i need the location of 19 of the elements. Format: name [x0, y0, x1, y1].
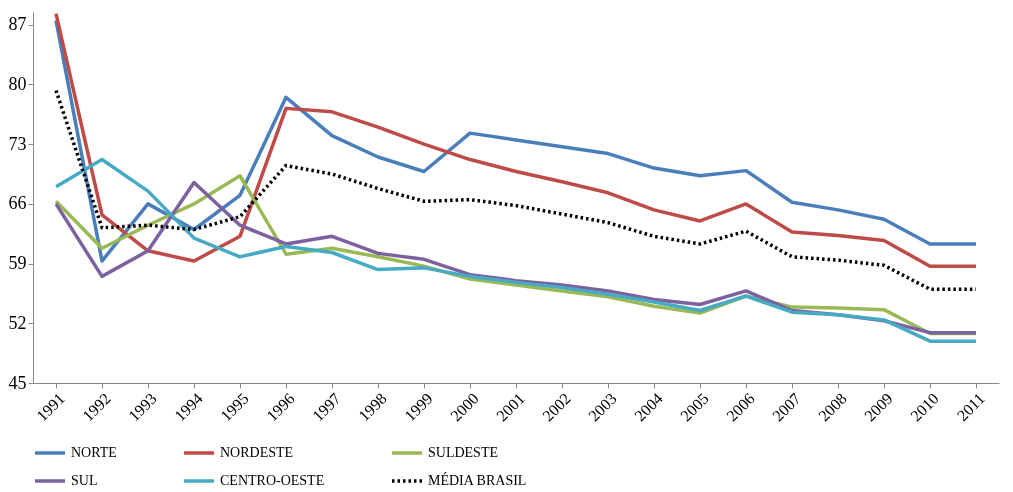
line-series: [54, 88, 978, 291]
x-tick-label: 1991: [33, 389, 68, 425]
y-tick-label: 52: [8, 312, 27, 333]
y-tick-label: 73: [8, 133, 27, 154]
legend-label: CENTRO-OESTE: [220, 473, 325, 488]
legend-label: NORTE: [71, 445, 117, 460]
y-tick-label: 45: [8, 372, 27, 393]
legend-label: SUL: [71, 473, 98, 488]
legend-label: MÉDIA BRASIL: [428, 472, 527, 488]
y-tick-label: 66: [8, 193, 27, 214]
x-tick-label: 1999: [401, 389, 436, 425]
x-tick-label: 1992: [79, 389, 114, 425]
legend-label: NORDESTE: [220, 445, 294, 460]
x-tick-label: 1993: [125, 389, 160, 425]
x-tick-label: 2011: [953, 389, 988, 425]
y-tick-label: 87: [8, 14, 27, 35]
y-tick-label: 59: [8, 253, 27, 274]
legend-label: SULDESTE: [428, 445, 498, 460]
y-tick-label: 80: [8, 73, 27, 94]
